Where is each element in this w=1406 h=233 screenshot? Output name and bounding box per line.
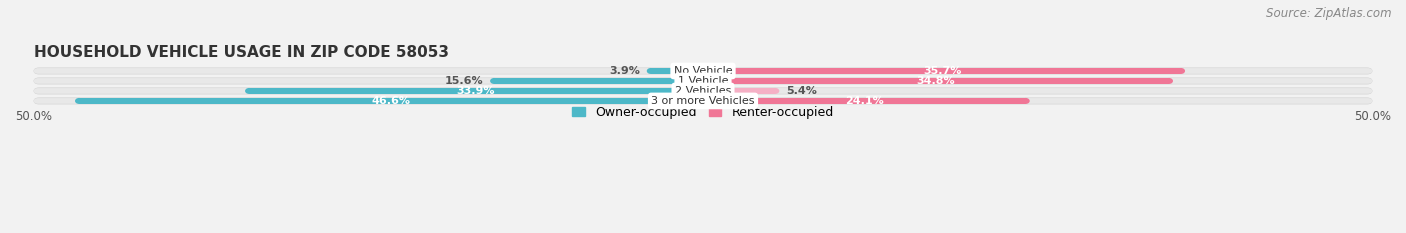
FancyBboxPatch shape: [34, 88, 1372, 94]
Bar: [494, 78, 703, 84]
Text: 1 Vehicle: 1 Vehicle: [678, 76, 728, 86]
Bar: [703, 68, 1181, 74]
Bar: [703, 88, 775, 94]
Text: No Vehicle: No Vehicle: [673, 66, 733, 76]
Text: 5.4%: 5.4%: [786, 86, 817, 96]
Bar: [703, 98, 1026, 104]
Legend: Owner-occupied, Renter-occupied: Owner-occupied, Renter-occupied: [568, 101, 838, 124]
Ellipse shape: [647, 68, 655, 74]
Text: 33.9%: 33.9%: [457, 86, 495, 96]
Text: 2 Vehicles: 2 Vehicles: [675, 86, 731, 96]
Text: 24.1%: 24.1%: [845, 96, 884, 106]
FancyBboxPatch shape: [34, 78, 1372, 84]
Bar: [703, 78, 1168, 84]
Text: 34.8%: 34.8%: [917, 76, 955, 86]
Text: 46.6%: 46.6%: [371, 96, 411, 106]
Ellipse shape: [1166, 78, 1173, 84]
Bar: [79, 98, 703, 104]
FancyBboxPatch shape: [34, 68, 1372, 74]
Bar: [249, 88, 703, 94]
Ellipse shape: [1022, 98, 1029, 104]
FancyBboxPatch shape: [34, 78, 1372, 84]
FancyBboxPatch shape: [34, 98, 1372, 104]
FancyBboxPatch shape: [34, 88, 1372, 94]
Text: 3 or more Vehicles: 3 or more Vehicles: [651, 96, 755, 106]
Text: HOUSEHOLD VEHICLE USAGE IN ZIP CODE 58053: HOUSEHOLD VEHICLE USAGE IN ZIP CODE 5805…: [34, 45, 449, 59]
Bar: [651, 68, 703, 74]
FancyBboxPatch shape: [34, 98, 1372, 104]
Ellipse shape: [772, 88, 779, 94]
Text: Source: ZipAtlas.com: Source: ZipAtlas.com: [1267, 7, 1392, 20]
Ellipse shape: [75, 98, 83, 104]
Ellipse shape: [245, 88, 253, 94]
Text: 15.6%: 15.6%: [444, 76, 484, 86]
Text: 35.7%: 35.7%: [922, 66, 962, 76]
FancyBboxPatch shape: [34, 68, 1372, 74]
Text: 3.9%: 3.9%: [609, 66, 640, 76]
Ellipse shape: [491, 78, 498, 84]
Ellipse shape: [1177, 68, 1185, 74]
